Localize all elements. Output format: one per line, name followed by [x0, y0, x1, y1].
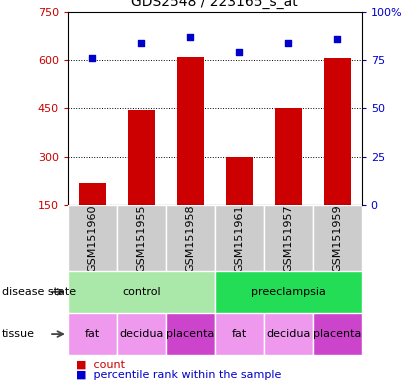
Bar [215, 313, 264, 355]
Text: preeclampsia: preeclampsia [251, 287, 326, 297]
Point [187, 34, 194, 40]
Text: GSM151957: GSM151957 [283, 204, 293, 272]
Bar [275, 109, 302, 205]
Bar [128, 110, 155, 205]
Text: ■  count: ■ count [76, 359, 125, 369]
Text: tissue: tissue [2, 329, 35, 339]
Text: GSM151958: GSM151958 [185, 204, 195, 272]
Bar [166, 313, 215, 355]
Bar [264, 205, 313, 271]
Bar [313, 313, 362, 355]
Bar [313, 205, 362, 271]
Text: GSM151961: GSM151961 [234, 204, 244, 272]
Text: GSM151959: GSM151959 [332, 204, 342, 272]
Bar [215, 205, 264, 271]
Bar [226, 157, 253, 205]
Text: placenta: placenta [313, 329, 361, 339]
Text: control: control [122, 287, 161, 297]
Bar [177, 57, 204, 205]
Point [89, 55, 96, 61]
Text: fat: fat [85, 329, 100, 339]
Title: GDS2548 / 223165_s_at: GDS2548 / 223165_s_at [132, 0, 298, 9]
Point [334, 36, 340, 42]
Bar [215, 271, 362, 313]
Text: fat: fat [232, 329, 247, 339]
Bar [68, 205, 117, 271]
Text: decidua: decidua [266, 329, 310, 339]
Point [236, 49, 242, 55]
Bar [117, 205, 166, 271]
Text: decidua: decidua [119, 329, 164, 339]
Bar [68, 313, 117, 355]
Text: ■  percentile rank within the sample: ■ percentile rank within the sample [76, 370, 282, 380]
Bar [166, 205, 215, 271]
Point [285, 40, 291, 46]
Bar [324, 58, 351, 205]
Text: disease state: disease state [2, 287, 76, 297]
Text: GSM151960: GSM151960 [87, 204, 97, 272]
Point [138, 40, 145, 46]
Bar [79, 183, 106, 205]
Bar [68, 271, 215, 313]
Bar [264, 313, 313, 355]
Bar [117, 313, 166, 355]
Text: placenta: placenta [166, 329, 215, 339]
Text: GSM151955: GSM151955 [136, 204, 146, 272]
